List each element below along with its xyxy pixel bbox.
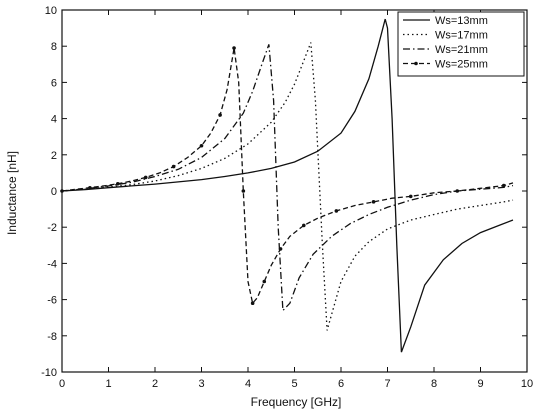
x-tick-label: 8 xyxy=(431,378,437,390)
y-tick-label: 0 xyxy=(51,186,57,198)
x-tick-label: 2 xyxy=(152,378,158,390)
legend-entry: Ws=13mm xyxy=(435,15,488,27)
x-tick-label: 5 xyxy=(291,378,297,390)
series-line-ws-13mm xyxy=(61,18,514,353)
series-marker xyxy=(371,200,376,204)
y-tick-label: 8 xyxy=(51,41,57,53)
y-tick-label: 6 xyxy=(51,77,57,89)
series-line-ws-25mm xyxy=(61,47,514,305)
series-marker xyxy=(199,143,204,148)
series-line-ws-21mm xyxy=(61,44,514,313)
axis-ticks: 0 1 2 3 4 5 6 7 8 9 10 -10 -8 -6 -4 -2 0 2 4 6 8 10 xyxy=(41,5,533,390)
y-tick-label: -10 xyxy=(41,367,57,379)
x-tick-label: 4 xyxy=(245,378,251,390)
x-tick-label: 0 xyxy=(59,378,65,390)
series-marker xyxy=(334,209,339,213)
y-tick-label: -6 xyxy=(47,295,57,307)
legend: Ws=13mm Ws=17mm Ws=21mm Ws=25mm xyxy=(397,11,525,77)
series-marker xyxy=(501,183,506,188)
x-tick-label: 3 xyxy=(198,378,204,390)
x-tick-label: 10 xyxy=(521,378,533,390)
x-tick-label: 1 xyxy=(105,378,111,390)
y-tick-label: -8 xyxy=(47,331,57,343)
y-tick-label: 10 xyxy=(45,5,57,17)
legend-entry: Ws=21mm xyxy=(435,44,488,56)
series-marker xyxy=(232,46,236,50)
series-marker xyxy=(278,247,283,251)
series-marker xyxy=(88,185,92,190)
series-marker xyxy=(250,301,255,306)
legend-marker xyxy=(414,61,418,66)
x-tick-label: 9 xyxy=(477,378,483,390)
legend-entry: Ws=17mm xyxy=(435,30,488,42)
legend-box xyxy=(397,11,525,77)
x-tick-label: 6 xyxy=(338,378,344,390)
series-marker xyxy=(455,189,460,193)
series-marker xyxy=(241,189,246,193)
x-axis-label: Frequency [GHz] xyxy=(251,395,342,409)
y-tick-label: 4 xyxy=(51,114,57,126)
y-tick-label: -4 xyxy=(47,258,57,270)
series-marker xyxy=(262,279,267,284)
y-tick-label: 2 xyxy=(51,150,57,162)
series-marker xyxy=(116,181,120,186)
y-tick-label: -2 xyxy=(47,222,57,234)
series-marker xyxy=(218,113,222,117)
series-marker xyxy=(143,175,148,180)
y-axis-label: Inductance [nH] xyxy=(5,151,19,235)
series-marker xyxy=(408,194,413,199)
series-marker xyxy=(171,164,176,169)
series-marker xyxy=(302,223,306,228)
x-tick-label: 7 xyxy=(384,378,390,390)
legend-entry: Ws=25mm xyxy=(435,59,488,71)
